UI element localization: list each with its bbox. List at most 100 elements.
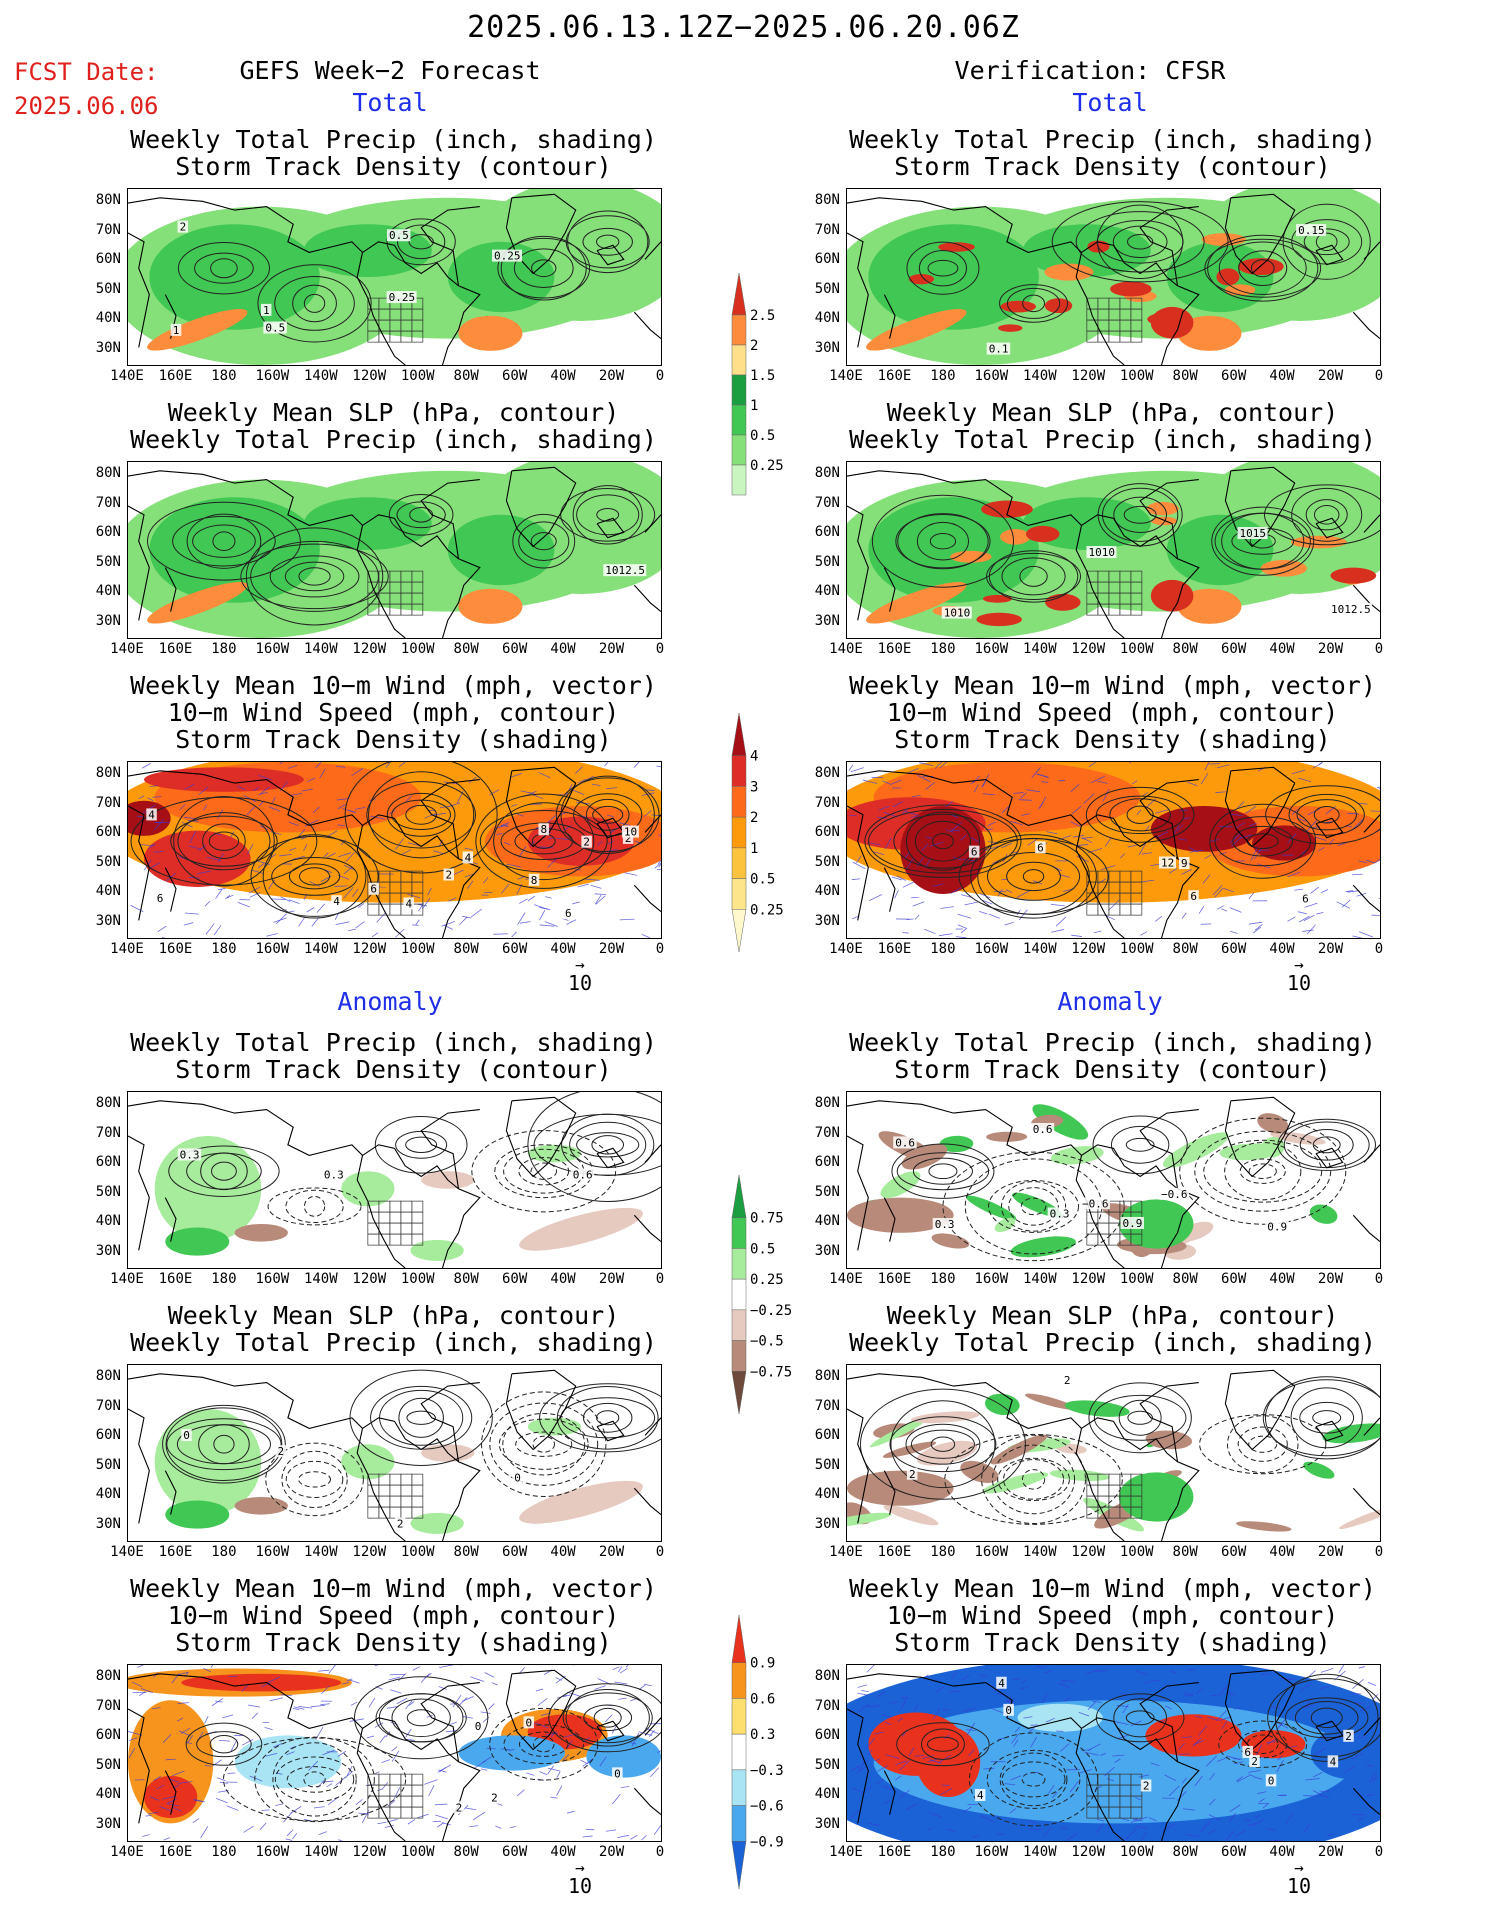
contour-line (1250, 259, 1275, 278)
lat-label: 30N (95, 339, 121, 356)
contour-line (1001, 1761, 1066, 1798)
wind-vector (1319, 1794, 1330, 1798)
state-boundary (378, 1211, 391, 1224)
state-boundary (378, 1484, 391, 1497)
lat-label: 80N (95, 1368, 121, 1384)
wind-vector (1018, 799, 1032, 801)
wind-vector (1318, 847, 1325, 852)
vector-reference: → 10 (1269, 1860, 1329, 1899)
wind-vector (1318, 1685, 1330, 1690)
wind-vector (966, 1722, 975, 1736)
wind-vector (612, 1793, 621, 1805)
wind-vector (509, 772, 523, 778)
wind-vector (204, 1715, 209, 1724)
contour-label-bg (1265, 1774, 1277, 1787)
contour-line (556, 1386, 659, 1450)
wind-vector (1352, 819, 1364, 830)
lon-label: 100W (1119, 641, 1154, 657)
wind-vector (249, 892, 261, 898)
contour-label-bg (275, 1445, 286, 1458)
contour-line (1267, 1678, 1380, 1758)
wind-vector (149, 1796, 160, 1801)
wind-vector (315, 762, 322, 769)
wind-vector (1005, 889, 1013, 893)
lat-label: 40N (814, 883, 840, 899)
wind-vector (547, 837, 554, 840)
wind-vector (1030, 1736, 1038, 1748)
contour-label: 6 (157, 892, 164, 905)
lon-label: 60W (501, 941, 528, 957)
map-v-wind_total: 6 9 12 6 6 6 (846, 761, 1381, 939)
wind-vector (370, 815, 385, 820)
lon-label: 20W (598, 641, 625, 657)
wind-vector (897, 1717, 904, 1722)
lat-label: 80N (814, 192, 840, 208)
contour-line (1274, 1673, 1379, 1762)
coastline (847, 1373, 1082, 1429)
wind-vector (1253, 1776, 1263, 1780)
wind-vector (1169, 868, 1178, 874)
contour-line (890, 1400, 996, 1489)
wind-vector (630, 1834, 638, 1840)
contour-line (267, 1187, 362, 1226)
contour-label: 6 (971, 846, 978, 859)
contour-line (1312, 1136, 1341, 1154)
wind-vector (407, 1819, 416, 1825)
contour-line (1113, 1698, 1167, 1738)
contour-line (1051, 201, 1229, 283)
contour-line (1123, 505, 1157, 524)
contour-line (565, 1689, 650, 1747)
lon-label: 140W (1022, 641, 1057, 657)
contour-line (513, 248, 574, 289)
shading-region (154, 1136, 262, 1242)
wind-vector (982, 793, 996, 796)
wind-vector (643, 1683, 652, 1687)
contour-label-bg (1035, 841, 1046, 854)
wind-vector (865, 1785, 873, 1791)
wind-vector (1172, 824, 1180, 836)
map-canvas-f-slp_total: 1012.5 (128, 462, 661, 638)
wind-vector (939, 762, 948, 769)
wind-vector (1297, 911, 1308, 915)
state-boundary (367, 1233, 380, 1246)
lat-label: 80N (814, 465, 840, 481)
coastline (596, 1720, 625, 1742)
wind-vector (188, 845, 202, 850)
state-boundary (400, 1795, 413, 1808)
contour-line (896, 1722, 990, 1767)
wind-vector (379, 1735, 386, 1744)
colorbar-precip_total: 2.5 2 1.5 1 0.5 0.25 (722, 270, 802, 510)
lat-label: 60N (814, 1427, 840, 1443)
wind-vector (389, 1689, 402, 1694)
lon-label: 60W (1220, 368, 1247, 384)
lon-label: 140W (1022, 368, 1057, 384)
contour-line (250, 540, 379, 612)
wind-vector (966, 1729, 976, 1731)
coastline (883, 1470, 896, 1515)
wind-vector (651, 814, 661, 817)
lat-label: 60N (814, 1727, 840, 1743)
contour-line (1313, 505, 1340, 525)
lat-label: 30N (95, 1815, 121, 1832)
contour-label: 9 (1181, 857, 1188, 870)
contour-line (958, 838, 1109, 915)
wind-vector (159, 1806, 174, 1812)
wind-vector (1060, 1743, 1070, 1752)
coastline (1075, 1728, 1125, 1841)
coastline (883, 567, 896, 612)
shading-region (1064, 1400, 1130, 1417)
contour-line (1299, 1128, 1354, 1161)
wind-vector (1367, 1681, 1377, 1687)
vector-arrow-icon: → (575, 955, 585, 974)
contour-label-bg (968, 845, 980, 858)
lat-label: 70N (95, 221, 121, 238)
state-boundary (400, 1233, 413, 1246)
state-boundary (411, 1211, 424, 1224)
vector-reference-value: 10 (1286, 971, 1312, 995)
wind-vector (1027, 1820, 1037, 1824)
contour-line (596, 507, 620, 522)
contour-line (262, 834, 367, 919)
lon-label: 140E (110, 1271, 144, 1287)
lon-label: 140W (303, 941, 338, 957)
lat-label: 70N (95, 1397, 121, 1414)
